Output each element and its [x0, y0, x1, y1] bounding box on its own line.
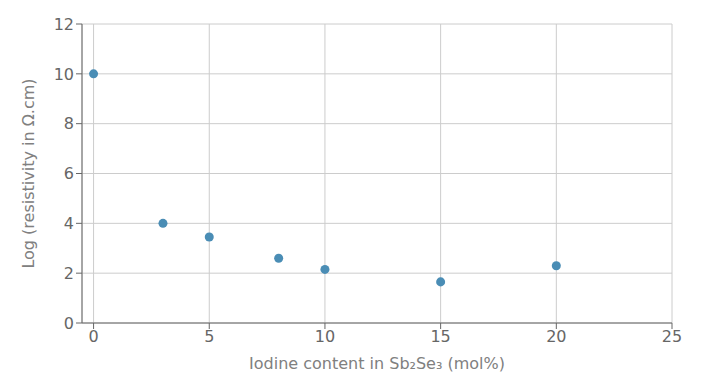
- svg-text:20: 20: [546, 327, 566, 346]
- svg-text:0: 0: [64, 314, 74, 333]
- svg-text:2: 2: [64, 264, 74, 283]
- svg-text:8: 8: [64, 114, 74, 133]
- svg-text:15: 15: [430, 327, 450, 346]
- svg-text:Log (resistivity in Ω.cm): Log (resistivity in Ω.cm): [19, 78, 38, 268]
- svg-text:0: 0: [88, 327, 98, 346]
- svg-text:Iodine content in Sb₂Se₃ (mol%: Iodine content in Sb₂Se₃ (mol%): [249, 354, 505, 373]
- svg-text:25: 25: [662, 327, 682, 346]
- svg-text:5: 5: [204, 327, 214, 346]
- svg-text:4: 4: [64, 214, 74, 233]
- svg-text:10: 10: [315, 327, 335, 346]
- svg-text:10: 10: [54, 65, 74, 84]
- svg-text:6: 6: [64, 164, 74, 183]
- svg-text:12: 12: [54, 15, 74, 34]
